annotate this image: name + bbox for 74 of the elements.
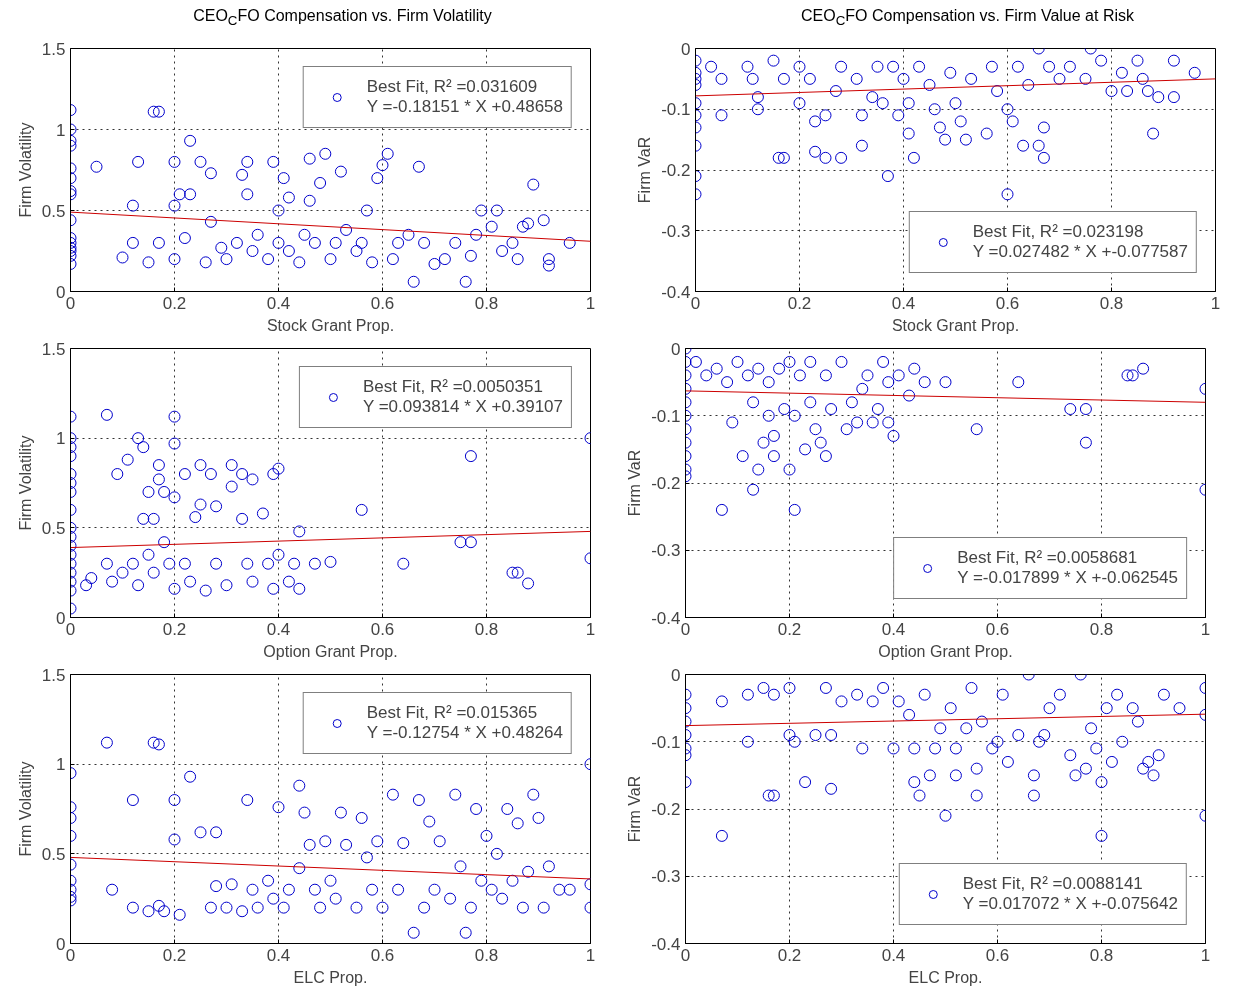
- x-axis-title: Stock Grant Prop.: [266, 316, 395, 334]
- x-tick-label: 0.2: [162, 293, 187, 313]
- y-tick-label: -0.4: [651, 934, 681, 954]
- x-tick-label: 0.4: [266, 619, 291, 639]
- x-axis-title: Stock Grant Prop.: [891, 316, 1020, 334]
- y-tick-label: -0.1: [651, 732, 681, 752]
- y-tick-label: -0.3: [651, 541, 681, 561]
- x-tick-label: 0.4: [881, 619, 906, 639]
- x-tick-label: 1: [585, 619, 596, 639]
- y-tick-label: 0: [681, 39, 691, 59]
- y-axis-title: Firm VaR: [636, 136, 654, 204]
- y-tick-label: -0.1: [651, 406, 681, 426]
- y-tick-label: -0.2: [661, 161, 691, 180]
- y-axis-title: Firm Volatility: [16, 761, 34, 857]
- x-tick-label: 1: [585, 945, 596, 965]
- x-tick-label: 0.6: [995, 293, 1020, 313]
- y-tick-label: 1: [56, 429, 66, 449]
- x-tick-label: 0.6: [985, 945, 1010, 965]
- y-tick-label: 0: [671, 665, 681, 685]
- y-tick-label: -0.4: [651, 608, 681, 628]
- x-tick-label: 0.4: [891, 293, 916, 313]
- x-tick-label: 0.8: [1099, 293, 1124, 313]
- x-tick-label: 0.4: [266, 293, 291, 313]
- y-tick-label: 1.5: [41, 39, 66, 59]
- y-axis-title: Firm VaR: [626, 775, 644, 843]
- legend-label: Best Fit, R² =0.0088141 Y =0.017072 * X +-0.075642: [962, 873, 1178, 915]
- y-axis-title: Firm Volatility: [16, 435, 34, 531]
- x-tick-label: 0.6: [370, 945, 395, 965]
- x-tick-label: 0.6: [370, 619, 395, 639]
- x-tick-label: 0.6: [985, 619, 1010, 639]
- legend-label: Best Fit, R² =0.0058681 Y =-0.017899 * X +-0.062545: [957, 547, 1178, 589]
- x-axis-title: Option Grant Prop.: [263, 642, 398, 660]
- x-tick-label: 0.8: [1089, 945, 1114, 965]
- y-axis-title: Firm VaR: [626, 449, 644, 517]
- x-axis-title: ELC Prop.: [293, 968, 368, 986]
- x-tick-label: 0.4: [266, 945, 291, 965]
- y-tick-label: -0.3: [651, 867, 681, 887]
- x-tick-label: 0.2: [787, 293, 812, 313]
- y-tick-label: 0: [671, 339, 681, 359]
- y-tick-label: 1: [56, 755, 66, 775]
- y-tick-label: 1: [56, 120, 66, 140]
- x-tick-label: 1: [1200, 619, 1211, 639]
- x-tick-label: 0.2: [777, 945, 802, 965]
- chart-title: CEO$_{C}$FO Compensation vs. Firm Value at Risk: [801, 6, 1134, 31]
- x-tick-label: 0.6: [370, 293, 395, 313]
- y-tick-label: 0.5: [41, 518, 66, 538]
- y-tick-label: 1.5: [41, 665, 66, 685]
- chart-title: CEO$_{C}$FO Compensation vs. Firm Volatility: [193, 6, 492, 31]
- x-tick-label: 1: [1200, 945, 1211, 965]
- y-tick-label: -0.4: [661, 282, 691, 302]
- legend-label: Best Fit, R² =0.0050351 Y =0.093814 * X +0.39107: [362, 376, 563, 418]
- x-tick-label: 0.8: [474, 945, 499, 965]
- y-tick-label: -0.1: [661, 100, 691, 120]
- y-tick-label: -0.3: [661, 221, 691, 241]
- legend-label: Best Fit, R² =0.031609 Y =-0.18151 * X +0.48658: [366, 76, 563, 118]
- x-tick-label: 0.2: [162, 945, 187, 965]
- y-tick-label: 1.5: [41, 339, 66, 359]
- x-tick-label: 0.2: [162, 619, 187, 639]
- y-tick-label: 0.5: [41, 201, 66, 221]
- legend-label: Best Fit, R² =0.015365 Y =-0.12754 * X +0.48264: [366, 702, 563, 744]
- x-tick-label: 0.8: [474, 293, 499, 313]
- x-axis-title: ELC Prop.: [908, 968, 983, 986]
- x-tick-label: 1: [585, 293, 596, 313]
- y-tick-label: -0.2: [651, 800, 681, 819]
- x-axis-title: Option Grant Prop.: [878, 642, 1013, 660]
- x-tick-label: 0.4: [881, 945, 906, 965]
- y-axis-title: Firm Volatility: [16, 122, 34, 218]
- x-tick-label: 0.8: [474, 619, 499, 639]
- y-tick-label: 0.5: [41, 844, 66, 864]
- x-tick-label: 0.2: [777, 619, 802, 639]
- y-tick-label: -0.2: [651, 474, 681, 493]
- legend-label: Best Fit, R² =0.023198 Y =0.027482 * X +-0.077587: [972, 221, 1188, 263]
- x-tick-label: 1: [1210, 293, 1221, 313]
- x-tick-label: 0.8: [1089, 619, 1114, 639]
